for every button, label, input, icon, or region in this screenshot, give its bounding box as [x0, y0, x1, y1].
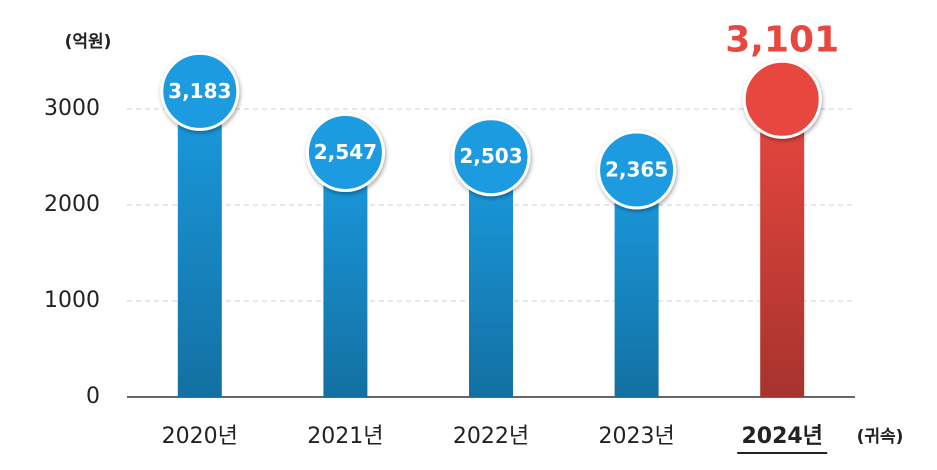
value-label: 2,365 [605, 157, 668, 181]
y-axis-label: (억원) [65, 32, 112, 52]
x-tick-label: 2024년 [741, 424, 822, 449]
value-label: 3,183 [168, 79, 231, 103]
bar-cap [305, 112, 385, 192]
y-tick-label: 3000 [44, 96, 100, 121]
y-tick-label: 0 [86, 384, 100, 409]
x-tick-label: 2021년 [307, 424, 383, 449]
bar-cap [597, 130, 677, 210]
bar [469, 156, 513, 397]
bar [760, 99, 805, 397]
x-tick-label: 2022년 [453, 424, 529, 449]
value-label: 3,101 [725, 19, 839, 60]
bar-cap [742, 59, 822, 139]
x-tick-label: 2020년 [162, 424, 238, 449]
y-tick-label: 1000 [44, 288, 100, 313]
y-tick-label: 2000 [44, 192, 100, 217]
value-label: 2,503 [459, 144, 522, 168]
bar [323, 152, 368, 397]
x-tick-label: 2023년 [598, 424, 674, 449]
bar-cap [451, 117, 531, 197]
value-label: 2,547 [314, 140, 377, 164]
bar-cap [160, 51, 240, 131]
x-axis-note: (귀속) [857, 427, 904, 447]
bar [177, 91, 222, 397]
